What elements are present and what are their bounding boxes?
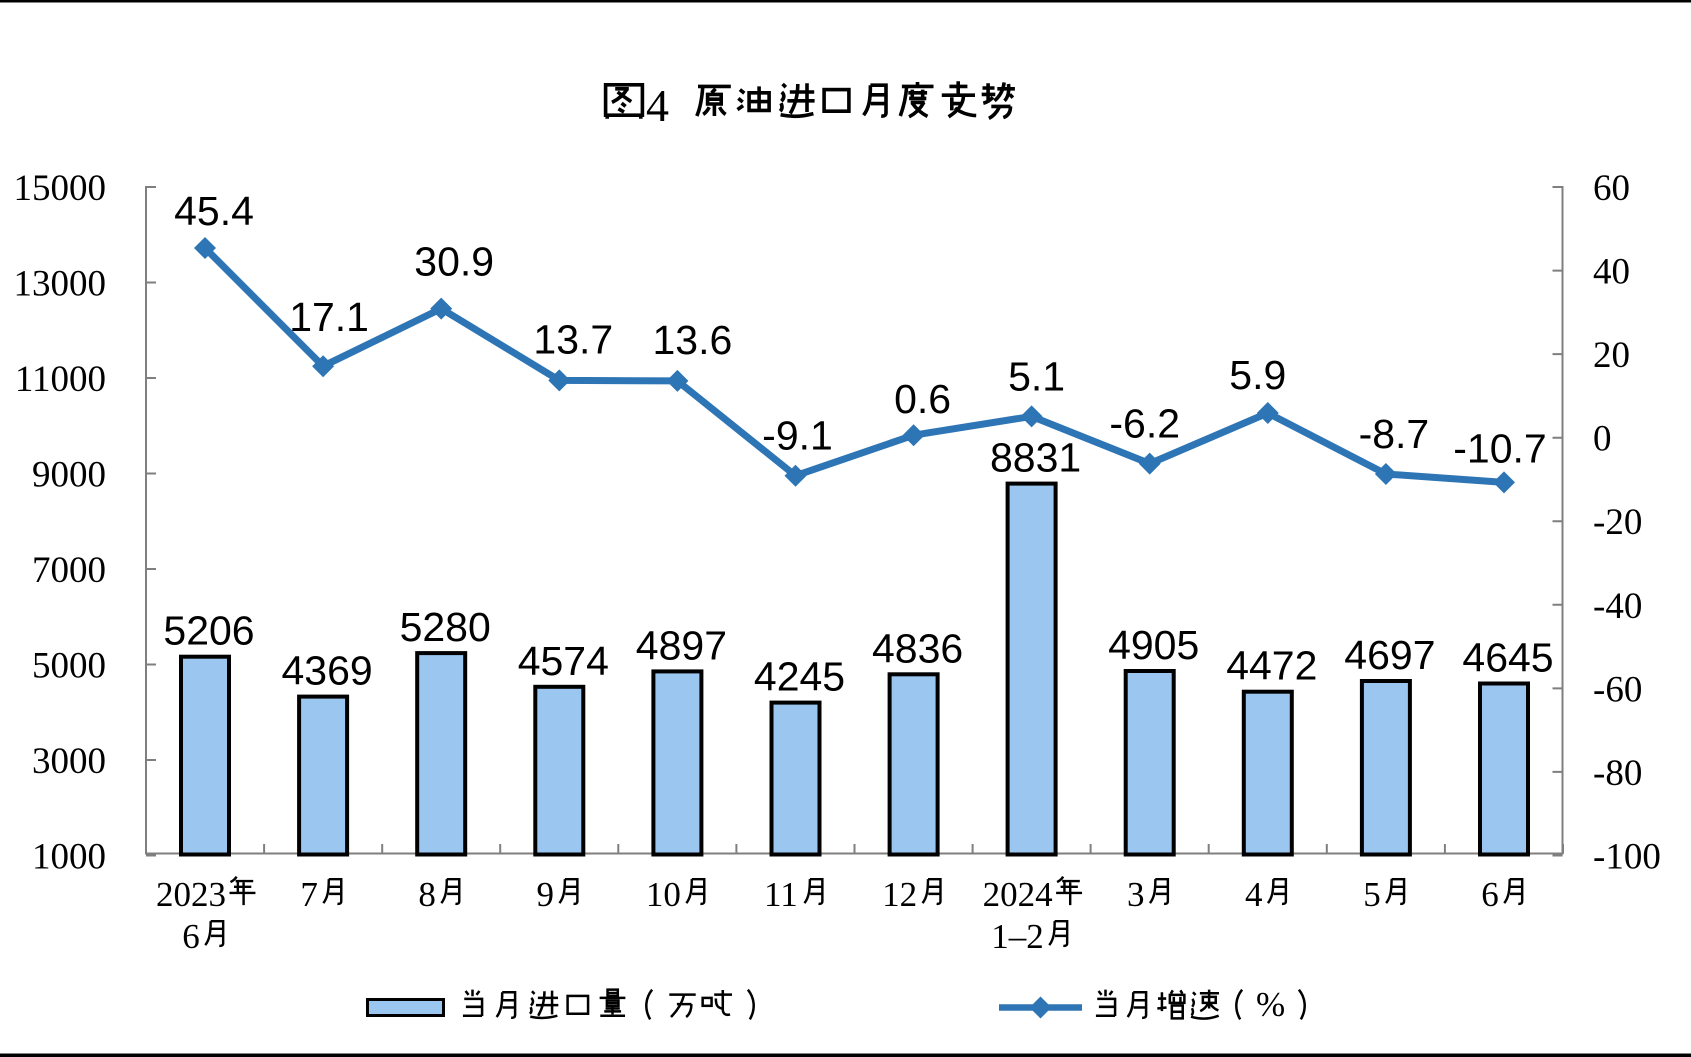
svg-text:5206: 5206 — [163, 608, 254, 654]
svg-text:1–2: 1–2 — [991, 917, 1044, 956]
svg-text:4645: 4645 — [1462, 635, 1553, 681]
svg-text:11000: 11000 — [15, 359, 106, 400]
svg-text:4897: 4897 — [636, 622, 727, 668]
svg-text:30.9: 30.9 — [414, 239, 494, 285]
svg-text:10: 10 — [646, 875, 681, 914]
svg-text:-10.7: -10.7 — [1453, 425, 1546, 471]
svg-text:9000: 9000 — [32, 455, 106, 496]
svg-text:2023: 2023 — [156, 875, 226, 914]
svg-text:40: 40 — [1593, 252, 1630, 293]
svg-text:5280: 5280 — [400, 604, 491, 650]
svg-text:7: 7 — [300, 875, 318, 914]
svg-text:1000: 1000 — [32, 837, 106, 878]
svg-text:-20: -20 — [1593, 502, 1642, 543]
svg-text:5.1: 5.1 — [1008, 353, 1065, 399]
svg-text:20: 20 — [1593, 335, 1630, 376]
svg-text:3: 3 — [1127, 875, 1145, 914]
svg-text:4905: 4905 — [1108, 622, 1199, 668]
svg-text:13.7: 13.7 — [533, 316, 613, 362]
svg-text:11: 11 — [764, 875, 798, 914]
svg-text:7000: 7000 — [32, 550, 106, 591]
svg-text:60: 60 — [1593, 168, 1630, 209]
svg-text:4: 4 — [646, 80, 669, 131]
svg-text:-9.1: -9.1 — [762, 413, 833, 459]
svg-text:4574: 4574 — [518, 638, 609, 684]
svg-text:45.4: 45.4 — [174, 188, 254, 234]
svg-text:8: 8 — [418, 875, 436, 914]
svg-text:15000: 15000 — [14, 168, 107, 209]
svg-text:5: 5 — [1363, 875, 1381, 914]
svg-text:4472: 4472 — [1226, 643, 1317, 689]
svg-text:4836: 4836 — [872, 625, 963, 671]
svg-text:2024: 2024 — [983, 875, 1053, 914]
svg-text:4697: 4697 — [1344, 632, 1435, 678]
svg-text:17.1: 17.1 — [289, 294, 369, 340]
svg-text:-6.2: -6.2 — [1109, 401, 1180, 447]
svg-text:13.6: 13.6 — [652, 317, 732, 363]
svg-text:-8.7: -8.7 — [1359, 411, 1430, 457]
svg-text:5.9: 5.9 — [1229, 352, 1286, 398]
svg-text:-80: -80 — [1593, 753, 1642, 794]
svg-text:-100: -100 — [1593, 837, 1661, 878]
svg-text:9: 9 — [537, 875, 555, 914]
svg-text:13000: 13000 — [14, 264, 107, 305]
svg-text:-40: -40 — [1593, 586, 1642, 627]
svg-text:%: % — [1256, 985, 1285, 1024]
svg-text:3000: 3000 — [32, 741, 106, 782]
svg-text:-60: -60 — [1593, 669, 1642, 710]
svg-text:4: 4 — [1245, 875, 1263, 914]
svg-text:4245: 4245 — [754, 654, 845, 700]
svg-text:12: 12 — [882, 875, 917, 914]
svg-text:8831: 8831 — [990, 435, 1081, 481]
svg-text:6: 6 — [1481, 875, 1499, 914]
svg-text:0: 0 — [1593, 419, 1612, 460]
svg-text:6: 6 — [182, 917, 200, 956]
svg-text:4369: 4369 — [281, 648, 372, 694]
svg-text:5000: 5000 — [32, 646, 106, 687]
svg-text:0.6: 0.6 — [894, 376, 951, 422]
